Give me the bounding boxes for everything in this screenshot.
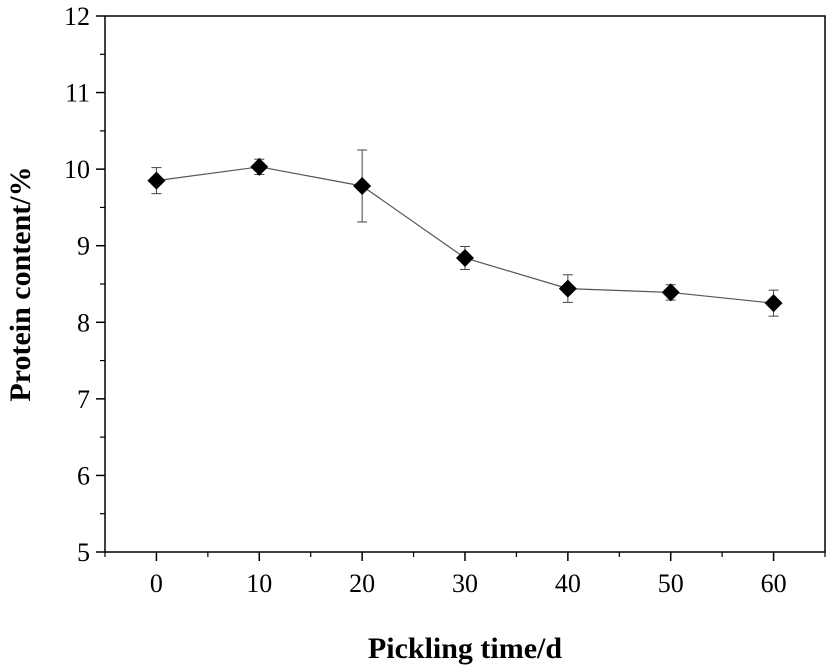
x-axis-ticks: 0 10 20 30 40 50 60 [104,552,826,598]
series-line [156,166,774,304]
x-tick-label-0: 0 [150,569,163,598]
y-tick-label-12: 12 [64,2,90,31]
y-axis-title: Protein content/% [4,166,37,401]
data-point-0 [147,171,166,190]
x-tick-label-50: 50 [658,569,684,598]
y-tick-label-9: 9 [77,232,90,261]
data-markers [147,157,783,313]
x-tick-label-10: 10 [246,569,272,598]
error-bars [151,149,779,317]
y-tick-label-5: 5 [77,538,90,567]
x-tick-label-60: 60 [761,569,787,598]
data-point-50 [661,283,680,302]
y-tick-label-7: 7 [77,385,90,414]
series-line-group [156,166,774,304]
data-point-40 [558,279,577,298]
y-axis-ticks: 5 6 7 8 9 10 11 12 [64,2,105,567]
data-point-20 [353,176,372,195]
x-axis-title: Pickling time/d [368,632,562,665]
plot-frame [104,15,826,553]
x-tick-label-30: 30 [452,569,478,598]
data-point-60 [764,294,783,313]
y-tick-label-11: 11 [65,79,90,108]
x-tick-label-40: 40 [555,569,581,598]
y-tick-label-6: 6 [77,461,90,490]
data-point-30 [456,248,474,267]
data-point-10 [250,157,269,176]
y-tick-label-10: 10 [64,155,90,184]
y-tick-label-8: 8 [77,308,90,337]
x-tick-label-20: 20 [349,569,375,598]
